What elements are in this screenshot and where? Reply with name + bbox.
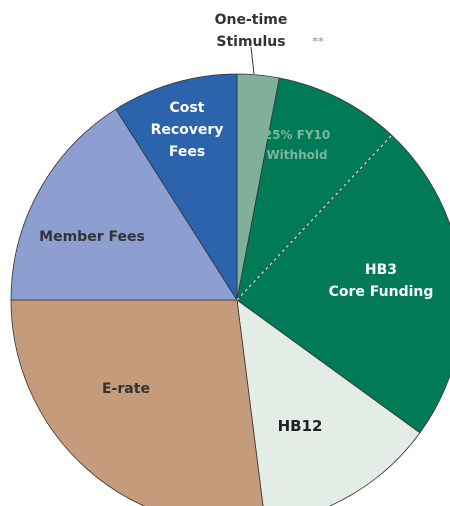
pie-slice xyxy=(10,299,264,506)
slice-label: 25% FY10 Withhold xyxy=(264,128,331,162)
pie-slice xyxy=(236,134,450,434)
pie-slice xyxy=(236,299,421,506)
pie-slice xyxy=(115,73,238,302)
pie-slice xyxy=(10,108,238,301)
leader-line xyxy=(250,46,255,75)
pie-slice xyxy=(236,77,393,302)
annotation: ** xyxy=(312,35,324,48)
slice-label: Cost Recovery Fees xyxy=(151,100,224,160)
slice-label: Member Fees xyxy=(39,229,145,245)
slice-label: E-rate xyxy=(102,381,150,397)
dashed-divider xyxy=(236,134,393,301)
slice-label: HB12 xyxy=(278,417,323,435)
slice-label: HB3 Core Funding xyxy=(329,262,434,300)
slice-label: One-time Stimulus xyxy=(215,12,288,50)
